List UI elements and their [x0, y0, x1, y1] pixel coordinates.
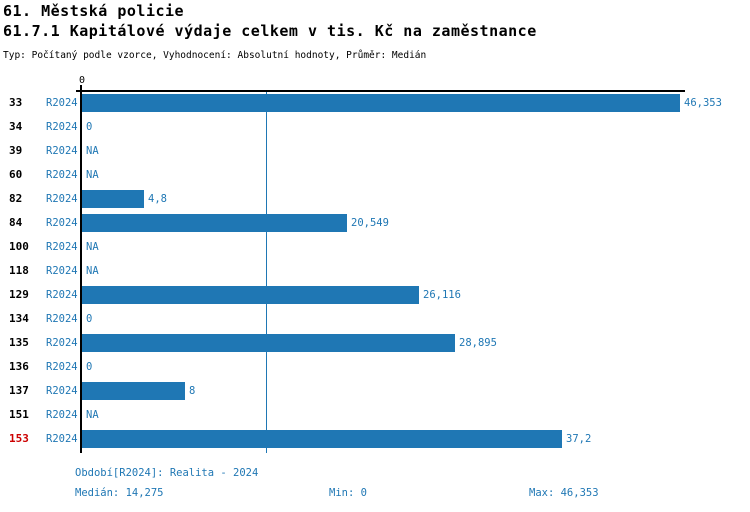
row-period-label: R2024	[46, 217, 78, 229]
row-id: 137	[9, 384, 29, 397]
chart-row: 135 R2024 28,895	[0, 331, 750, 355]
row-id: 129	[9, 288, 29, 301]
row-period-label: R2024	[46, 409, 78, 421]
chart-row: 153 R2024 37,2	[0, 427, 750, 451]
row-id: 33	[9, 96, 23, 109]
footer-max-label: Max: 46,353	[529, 487, 599, 499]
chart-row: 60 R2024 NA	[0, 163, 750, 187]
median-line	[266, 92, 267, 453]
bar	[82, 334, 455, 352]
row-id: 153	[9, 432, 29, 445]
bar-value-label: 4,8	[148, 193, 167, 205]
row-period-label: R2024	[46, 121, 78, 133]
chart-row: 136 R2024 0	[0, 355, 750, 379]
chart-row: 134 R2024 0	[0, 307, 750, 331]
bar-value-label: 26,116	[423, 289, 461, 301]
bar-value-label: NA	[86, 409, 99, 421]
bar-value-label: 0	[86, 361, 93, 373]
axis-top-line	[76, 90, 685, 92]
bar-value-label: 37,2	[566, 433, 592, 445]
chart-meta-line: Typ: Počítaný podle vzorce, Vyhodnocení:…	[3, 50, 427, 61]
row-id: 134	[9, 312, 29, 325]
axis-zero-line	[80, 85, 82, 453]
row-id: 135	[9, 336, 29, 349]
bar-value-label: 8	[189, 385, 196, 397]
chart-row: 137 R2024 8	[0, 379, 750, 403]
row-period-label: R2024	[46, 193, 78, 205]
row-id: 118	[9, 264, 29, 277]
row-id: 136	[9, 360, 29, 373]
bar	[82, 94, 680, 112]
row-id: 100	[9, 240, 29, 253]
row-id: 84	[9, 216, 23, 229]
chart-row: 39 R2024 NA	[0, 139, 750, 163]
axis-zero-tick-label: 0	[78, 75, 86, 86]
row-period-label: R2024	[46, 241, 78, 253]
chart-row: 34 R2024 0	[0, 115, 750, 139]
chart-row: 82 R2024 4,8	[0, 187, 750, 211]
bar-value-label: NA	[86, 241, 99, 253]
chart-row: 129 R2024 26,116	[0, 283, 750, 307]
bar	[82, 430, 562, 448]
footer-min-label: Min: 0	[329, 487, 367, 499]
bar-value-label: 28,895	[459, 337, 497, 349]
bar	[82, 214, 347, 232]
row-period-label: R2024	[46, 265, 78, 277]
bar-value-label: NA	[86, 145, 99, 157]
bar-value-label: NA	[86, 169, 99, 181]
chart-row: 84 R2024 20,549	[0, 211, 750, 235]
chart-row: 151 R2024 NA	[0, 403, 750, 427]
bar-value-label: 0	[86, 313, 93, 325]
row-period-label: R2024	[46, 289, 78, 301]
bar-value-label: 46,353	[684, 97, 722, 109]
footer-period-label: Období[R2024]: Realita - 2024	[75, 467, 259, 479]
row-period-label: R2024	[46, 361, 78, 373]
row-id: 34	[9, 120, 23, 133]
row-period-label: R2024	[46, 337, 78, 349]
bar-value-label: NA	[86, 265, 99, 277]
footer-median-label: Medián: 14,275	[75, 487, 164, 499]
row-period-label: R2024	[46, 145, 78, 157]
chart-row: 100 R2024 NA	[0, 235, 750, 259]
chart-title: 61.7.1 Kapitálové výdaje celkem v tis. K…	[3, 22, 537, 40]
row-period-label: R2024	[46, 433, 78, 445]
row-id: 60	[9, 168, 23, 181]
row-id: 39	[9, 144, 23, 157]
page-title: 61. Městská policie	[3, 2, 185, 20]
row-period-label: R2024	[46, 313, 78, 325]
row-id: 82	[9, 192, 23, 205]
chart-row: 118 R2024 NA	[0, 259, 750, 283]
row-period-label: R2024	[46, 97, 78, 109]
row-id: 151	[9, 408, 29, 421]
row-period-label: R2024	[46, 385, 78, 397]
bar	[82, 190, 144, 208]
row-period-label: R2024	[46, 169, 78, 181]
bar-value-label: 20,549	[351, 217, 389, 229]
bar	[82, 382, 185, 400]
chart-row: 33 R2024 46,353	[0, 91, 750, 115]
bar	[82, 286, 419, 304]
bar-value-label: 0	[86, 121, 93, 133]
